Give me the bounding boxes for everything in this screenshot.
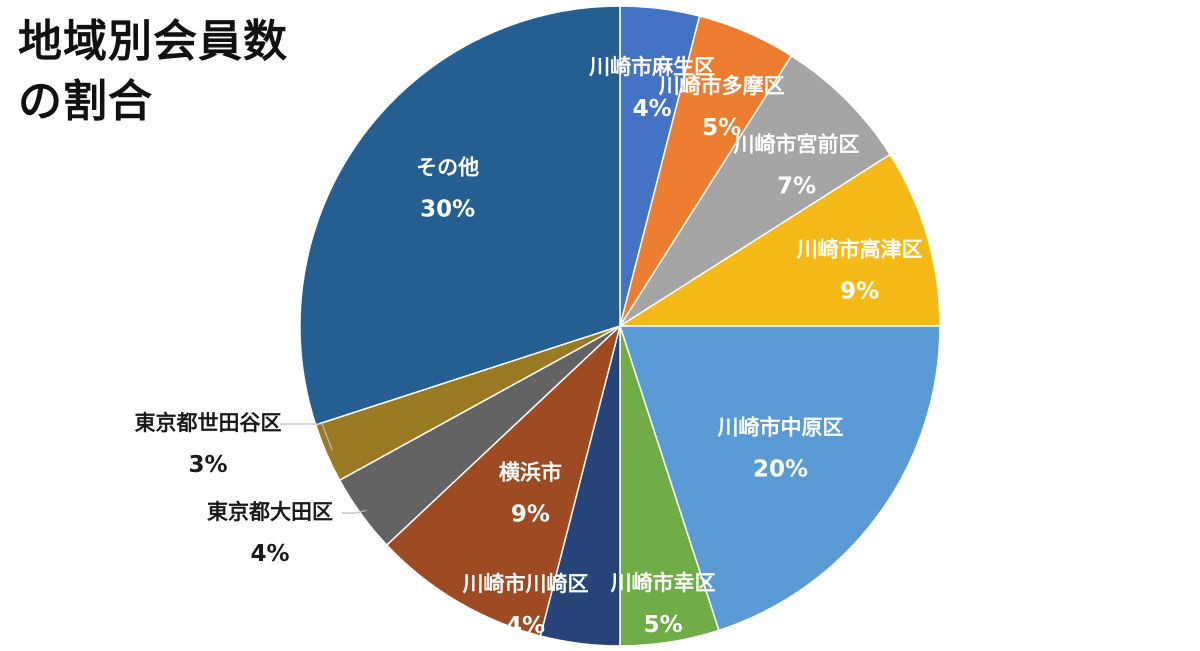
slice-percentage: 7%	[777, 174, 816, 200]
slice-percentage: 4%	[633, 96, 672, 122]
leader-line	[280, 423, 333, 451]
chart-title: 地域別会員数 の割合	[18, 12, 288, 132]
leader-line	[342, 509, 367, 514]
slice-percentage: 4%	[506, 613, 545, 639]
pie-slice	[618, 325, 941, 632]
pie-slice	[299, 5, 621, 426]
slice-label: 川崎市川崎区	[462, 572, 589, 596]
slice-label: 川崎市麻生区	[588, 55, 715, 79]
slice-percentage: 30%	[420, 197, 475, 223]
pie-slices	[299, 5, 941, 647]
slice-percentage: 9%	[511, 502, 550, 528]
slice-percentage: 20%	[753, 457, 808, 483]
slice-label: 東京都大田区	[207, 500, 333, 524]
slice-percentage: 5%	[702, 115, 741, 141]
slice-percentage: 3%	[188, 452, 227, 478]
slice-label: 川崎市中原区	[717, 416, 844, 440]
slice-label: 横浜市	[499, 461, 562, 485]
slice-labels: 川崎市麻生区4%川崎市多摩区5%川崎市宮前区7%川崎市高津区9%川崎市中原区20…	[135, 55, 923, 639]
slice-label: その他	[416, 156, 479, 180]
slice-label: 川崎市幸区	[610, 571, 716, 595]
leader-lines	[280, 423, 367, 514]
pie-slice	[385, 323, 622, 637]
slice-label: 東京都世田谷区	[135, 411, 282, 435]
pie-slice	[617, 153, 941, 327]
slice-label: 川崎市多摩区	[658, 74, 785, 98]
slice-label: 川崎市高津区	[796, 237, 923, 261]
slice-percentage: 9%	[840, 278, 879, 304]
chart-title-line-1: 地域別会員数	[18, 16, 288, 67]
pie-slice	[619, 54, 892, 327]
slice-percentage: 4%	[250, 541, 289, 567]
chart-title-line-2: の割合	[18, 76, 153, 127]
slice-label: 川崎市宮前区	[733, 133, 860, 157]
slice-percentage: 5%	[644, 612, 683, 638]
